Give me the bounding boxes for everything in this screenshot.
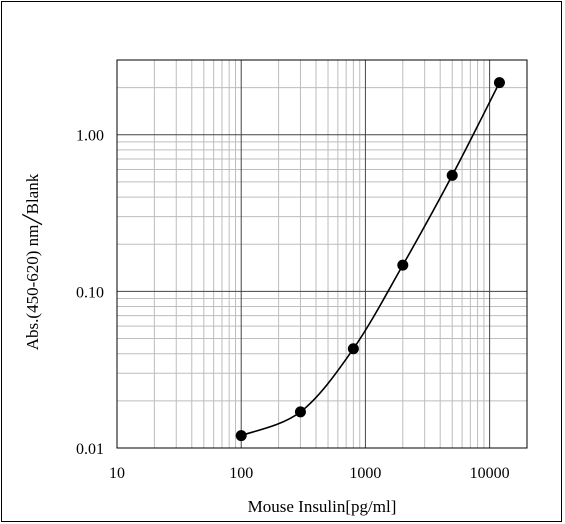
- x-axis-label: Mouse Insulin[pg/ml]: [248, 497, 397, 516]
- x-tick-label: 10: [109, 465, 125, 482]
- plot-area: [116, 59, 528, 449]
- data-point: [493, 77, 505, 89]
- x-tick-labels: 10 100 1000 10000: [109, 465, 510, 482]
- minor-gridlines: [117, 60, 527, 448]
- y-tick-label: 0.10: [76, 284, 104, 301]
- y-axis-label: Abs.(450-620) nm╱Blank: [22, 173, 43, 350]
- data-point: [294, 406, 306, 418]
- data-points: [235, 77, 505, 442]
- data-point: [397, 259, 409, 271]
- x-tick-label: 100: [229, 465, 253, 482]
- data-point: [446, 169, 458, 181]
- series-curve: [240, 82, 501, 437]
- data-point: [235, 430, 247, 442]
- x-tick-label: 1000: [349, 465, 381, 482]
- y-tick-label: 1.00: [76, 128, 104, 145]
- y-tick-labels: 0.01 0.10 1.00: [76, 128, 104, 458]
- data-point: [347, 343, 359, 355]
- x-tick-label: 10000: [470, 465, 510, 482]
- major-gridlines: [117, 60, 527, 448]
- y-tick-label: 0.01: [76, 441, 104, 458]
